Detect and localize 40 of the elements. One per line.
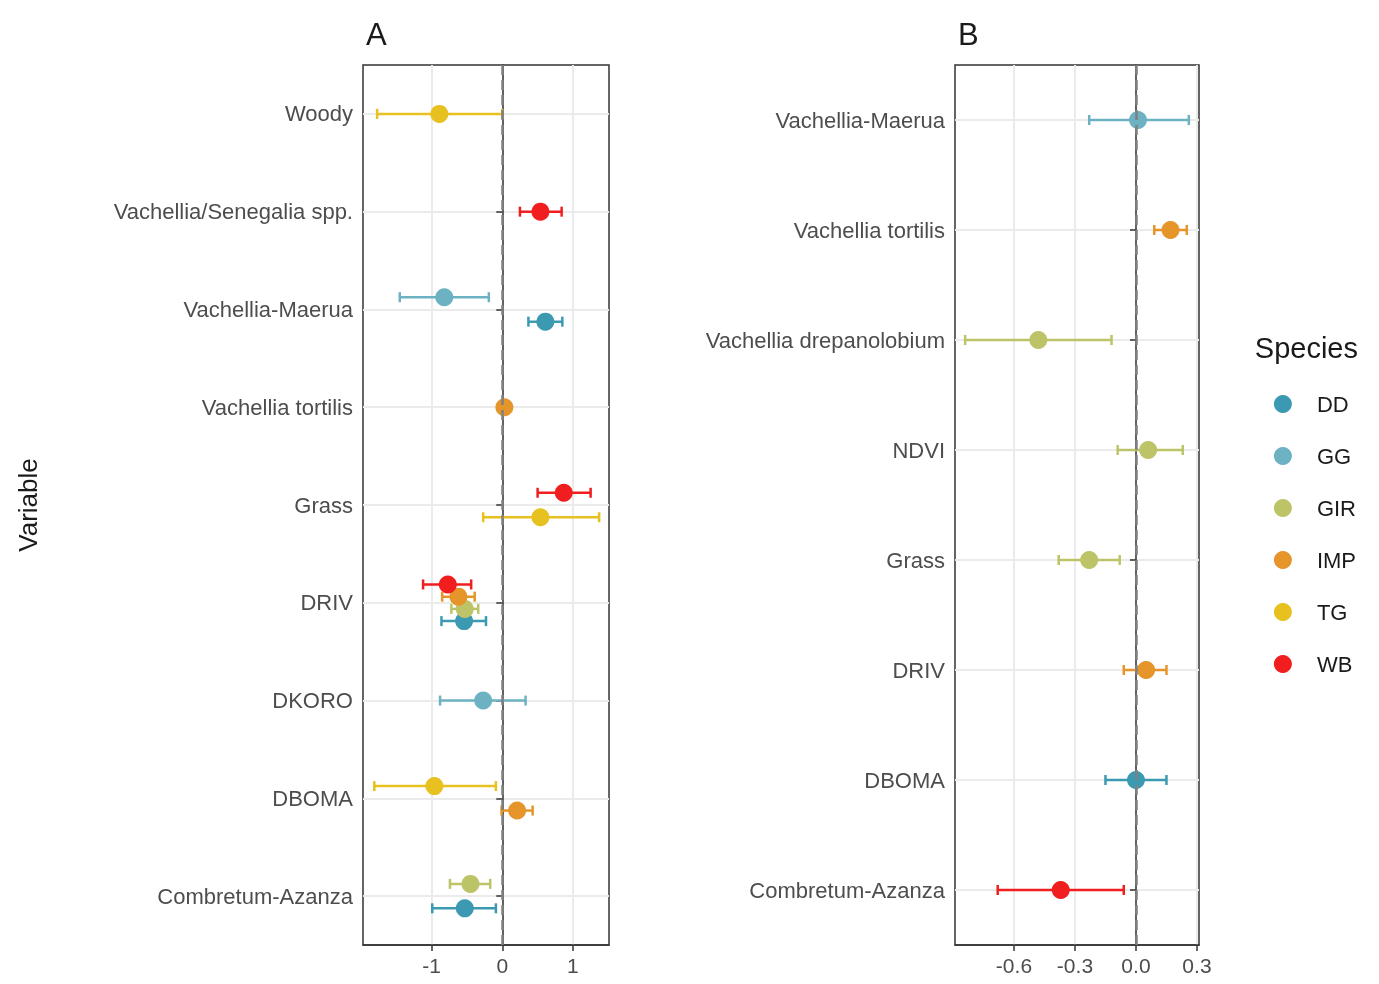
chart-title: A — [366, 17, 387, 52]
point — [1051, 881, 1070, 899]
y-tick-label: Combretum-Azanza — [157, 883, 354, 909]
y-tick-label: Vachellia tortilis — [793, 217, 945, 243]
legend-label: TG — [1316, 599, 1348, 625]
y-tick-label: Vachellia/Senegalia spp. — [113, 199, 353, 225]
chart-title: B — [958, 17, 979, 52]
point — [1029, 331, 1048, 349]
y-tick-label: DRIV — [300, 590, 354, 616]
y-tick-label: Vachellia drepanolobium — [705, 327, 945, 353]
y-tick-label: DRIV — [892, 657, 946, 683]
y-tick-label: NDVI — [892, 437, 945, 463]
legend-title: Species — [1254, 331, 1358, 364]
point — [1161, 221, 1180, 239]
y-tick-label: Grass — [294, 492, 353, 518]
legend-label: GIR — [1316, 495, 1357, 521]
y-tick-label: DKORO — [272, 688, 353, 714]
point — [1137, 661, 1156, 679]
y-axis-title: Variable — [13, 458, 43, 552]
x-tick-label: 0 — [496, 954, 509, 977]
legend-label: IMP — [1316, 547, 1357, 573]
y-tick-label: Combretum-Azanza — [749, 877, 946, 903]
y-tick-label: DBOMA — [272, 785, 354, 811]
point — [1139, 441, 1158, 459]
legend-label: WB — [1316, 651, 1353, 677]
y-tick-label: Grass — [886, 547, 945, 573]
legend-label: GG — [1316, 443, 1352, 469]
x-tick-label: 1 — [567, 954, 579, 977]
point — [1080, 551, 1099, 569]
y-tick-label: Vachellia-Maerua — [775, 107, 946, 133]
x-tick-label: -1 — [422, 954, 441, 977]
y-tick-label: Vachellia tortilis — [201, 394, 353, 420]
y-tick-label: Woody — [284, 101, 353, 127]
legend-label: DD — [1316, 391, 1349, 417]
y-tick-label: DBOMA — [864, 767, 946, 793]
x-tick-label: 0.3 — [1182, 954, 1212, 977]
y-tick-label: Vachellia-Maerua — [183, 296, 354, 322]
x-tick-label: -0.6 — [995, 954, 1033, 977]
x-tick-label: 0.0 — [1121, 954, 1151, 977]
x-tick-label: -0.3 — [1056, 954, 1094, 977]
